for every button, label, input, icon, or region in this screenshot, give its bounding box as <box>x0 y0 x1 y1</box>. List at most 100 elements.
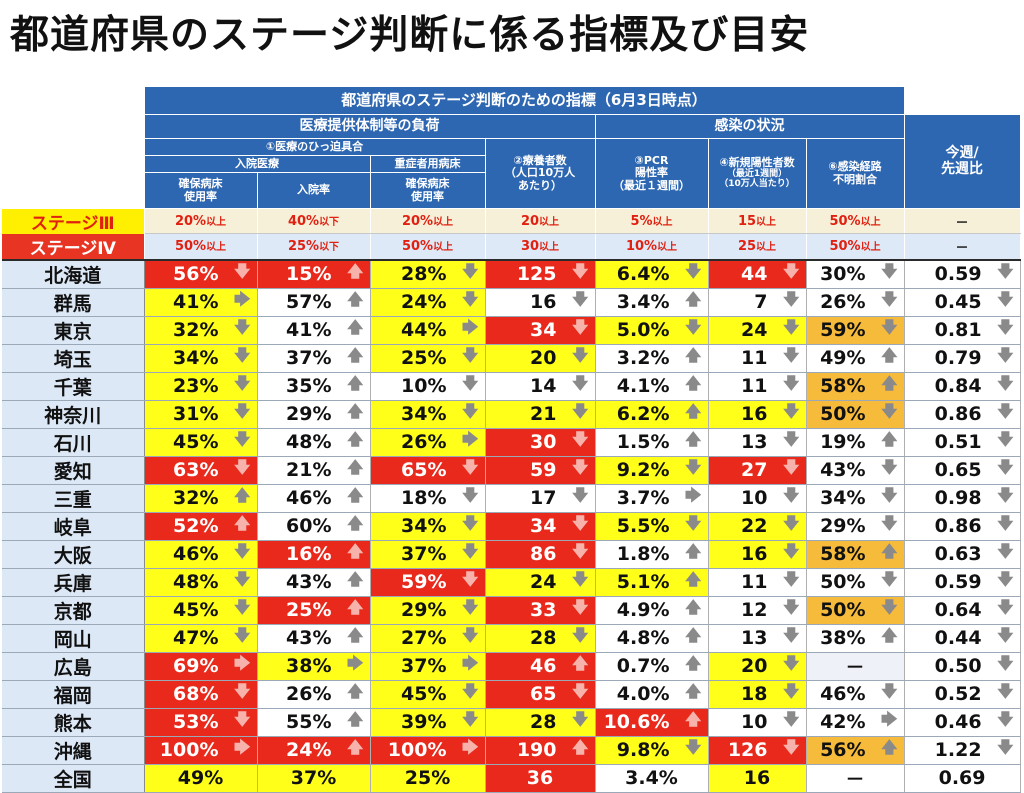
arrow-down-icon: 🡇 <box>881 317 898 337</box>
indicator-cell: 21 🡇 <box>485 400 596 429</box>
indicator-cell: 0.46 🡇 <box>904 708 1021 737</box>
arrow-down-icon: 🡇 <box>997 457 1014 477</box>
indicator-cell: 34% 🡇 <box>806 484 905 513</box>
indicator-cell: 100% 🡆 <box>144 736 258 765</box>
arrow-up-icon: 🡅 <box>685 401 702 421</box>
indicator-cell: 34 🡇 <box>485 512 596 541</box>
arrow-up-icon: 🡅 <box>347 401 364 421</box>
indicator-cell: 50% 🡇 <box>806 400 905 429</box>
arrow-up-icon: 🡅 <box>881 737 898 757</box>
indicator-value: 49% <box>177 767 224 789</box>
indicator-cell: 56% 🡇 <box>144 258 258 289</box>
indicator-value: 43% <box>286 571 332 593</box>
arrow-up-icon: 🡅 <box>347 289 364 309</box>
indicator-cell: 26% 🡅 <box>257 680 371 709</box>
arrow-up-icon: 🡅 <box>347 429 364 449</box>
indicator-cell: 6.4% 🡇 <box>595 258 709 289</box>
indicator-value: 125 <box>516 263 557 285</box>
inpatient-header: 入院医療 <box>143 155 371 173</box>
indicator-value: 44 <box>741 263 768 285</box>
severe-bed-header: 重症者用病床 <box>369 155 486 173</box>
pcr-header: ③PCR 陽性率 （最近１週間） <box>594 138 709 209</box>
indicator-value: 37% <box>401 543 447 565</box>
arrow-up-icon: 🡅 <box>347 625 364 645</box>
indicator-cell: 37% 🡆 <box>370 652 486 681</box>
arrow-up-icon: 🡅 <box>347 709 364 729</box>
threshold-cell: 50%以上 <box>806 208 905 234</box>
page-title: 都道府県のステージ判断に係る指標及び目安 <box>10 13 810 58</box>
indicator-cell: 48% 🡇 <box>144 568 258 597</box>
arrow-up-icon: 🡅 <box>347 737 364 757</box>
indicator-cell: 41% 🡆 <box>144 288 258 317</box>
arrow-down-icon: 🡇 <box>234 261 251 281</box>
indicator-value: 33 <box>530 599 557 621</box>
stage4-label: ステージⅣ <box>2 233 145 260</box>
arrow-down-icon: 🡇 <box>783 681 800 701</box>
indicator-cell: 39% 🡇 <box>370 708 486 737</box>
arrow-down-icon: 🡇 <box>685 457 702 477</box>
indicator-value: 24% <box>286 739 332 761</box>
arrow-down-icon: 🡇 <box>462 597 479 617</box>
indicator-cell: 30% 🡇 <box>806 258 905 289</box>
indicator-cell: 31% 🡇 <box>144 400 258 429</box>
arrow-down-icon: 🡇 <box>997 597 1014 617</box>
arrow-down-icon: 🡇 <box>881 597 898 617</box>
indicator-cell: 1.8% 🡅 <box>595 540 709 569</box>
indicator-value: 11 <box>741 375 768 397</box>
indicator-value: 190 <box>516 739 557 761</box>
indicator-cell: 16 🡇 <box>708 400 807 429</box>
indicator-cell: 34% 🡇 <box>370 400 486 429</box>
indicator-value: 50% <box>820 599 866 621</box>
indicator-cell: 56% 🡅 <box>806 736 905 765</box>
hosp-rate-header: 入院率 <box>256 172 371 209</box>
arrow-right-icon: 🡆 <box>233 289 251 309</box>
indicator-value: 4.1% <box>616 375 670 397</box>
indicator-cell: 24% 🡅 <box>257 736 371 765</box>
indicator-cell: 23% 🡇 <box>144 372 258 401</box>
indicator-value: 46 <box>530 655 557 677</box>
indicator-value: 0.69 <box>938 767 986 789</box>
prefecture-name: 愛知 <box>2 456 145 485</box>
indicator-value: 0.79 <box>934 347 982 369</box>
arrow-down-icon: 🡇 <box>685 513 702 533</box>
arrow-down-icon: 🡇 <box>462 345 479 365</box>
indicator-cell: 43% 🡅 <box>257 568 371 597</box>
indicator-cell: 0.65 🡇 <box>904 456 1021 485</box>
indicator-cell: 19% 🡅 <box>806 428 905 457</box>
indicator-cell: 0.51 🡇 <box>904 428 1021 457</box>
arrow-down-icon: 🡇 <box>572 373 589 393</box>
indicator-value: 50% <box>820 403 866 425</box>
prefecture-name: 三重 <box>2 484 145 513</box>
arrow-right-icon: 🡆 <box>461 653 479 673</box>
arrow-down-icon: 🡇 <box>881 513 898 533</box>
arrow-down-icon: 🡇 <box>881 289 898 309</box>
arrow-right-icon: 🡆 <box>461 429 479 449</box>
indicator-value: 45% <box>173 431 219 453</box>
threshold-cell: 40%以下 <box>257 208 371 234</box>
indicator-cell: 59% 🡇 <box>370 568 486 597</box>
arrow-up-icon: 🡅 <box>347 345 364 365</box>
threshold-cell: 10%以上 <box>595 233 709 260</box>
indicator-cell: 0.44 🡇 <box>904 624 1021 653</box>
arrow-down-icon: 🡇 <box>881 485 898 505</box>
indicator-value: 13 <box>741 431 768 453</box>
indicator-value: 15% <box>286 263 332 285</box>
indicator-cell: 0.79 🡇 <box>904 344 1021 373</box>
indicator-cell: 46% 🡇 <box>144 540 258 569</box>
prefecture-name: 兵庫 <box>2 568 145 597</box>
indicator-value: 0.52 <box>934 683 982 705</box>
indicator-value: 50% <box>820 571 866 593</box>
indicator-cell: 24% 🡇 <box>370 288 486 317</box>
arrow-down-icon: 🡇 <box>572 429 589 449</box>
indicator-value: 28 <box>530 627 557 649</box>
arrow-up-icon: 🡅 <box>685 653 702 673</box>
indicator-value: 36 <box>526 767 554 789</box>
arrow-down-icon: 🡇 <box>783 653 800 673</box>
arrow-right-icon: 🡆 <box>461 317 479 337</box>
prefecture-name: 全国 <box>2 764 145 793</box>
indicator-value: 63% <box>173 459 219 481</box>
indicator-value: 6.4% <box>616 263 670 285</box>
indicator-value: 41% <box>286 319 332 341</box>
indicator-cell: 46% 🡅 <box>257 484 371 513</box>
arrow-down-icon: 🡇 <box>783 513 800 533</box>
